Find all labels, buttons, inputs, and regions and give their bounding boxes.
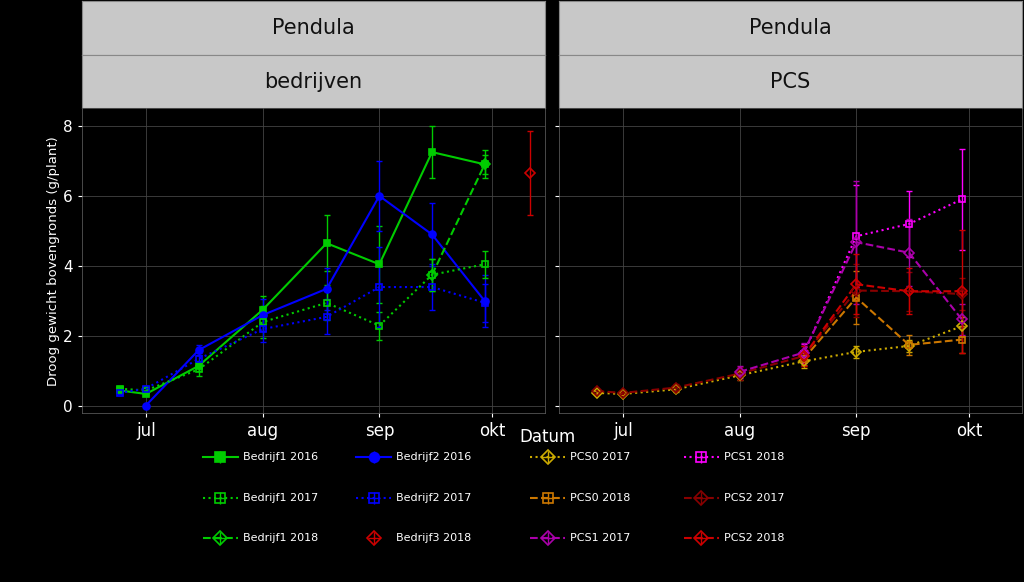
Text: PCS: PCS [770,72,811,91]
Y-axis label: Droog gewicht bovengronds (g/plant): Droog gewicht bovengronds (g/plant) [47,136,60,386]
Text: PCS1 2018: PCS1 2018 [724,452,784,462]
Text: PCS2 2018: PCS2 2018 [724,533,784,544]
Text: Bedrijf2 2017: Bedrijf2 2017 [396,492,472,503]
Text: Datum: Datum [520,428,575,446]
Text: bedrijven: bedrijven [264,72,362,91]
Text: Bedrijf1 2017: Bedrijf1 2017 [243,492,317,503]
Text: Bedrijf1 2018: Bedrijf1 2018 [243,533,317,544]
Text: PCS1 2017: PCS1 2017 [570,533,631,544]
Text: Pendula: Pendula [749,18,831,38]
Text: Bedrijf2 2016: Bedrijf2 2016 [396,452,471,462]
Text: PCS0 2017: PCS0 2017 [570,452,631,462]
Text: Bedrijf3 2018: Bedrijf3 2018 [396,533,471,544]
Text: Pendula: Pendula [272,18,355,38]
Text: PCS0 2018: PCS0 2018 [570,492,631,503]
Text: Bedrijf1 2016: Bedrijf1 2016 [243,452,317,462]
Text: PCS2 2017: PCS2 2017 [724,492,784,503]
